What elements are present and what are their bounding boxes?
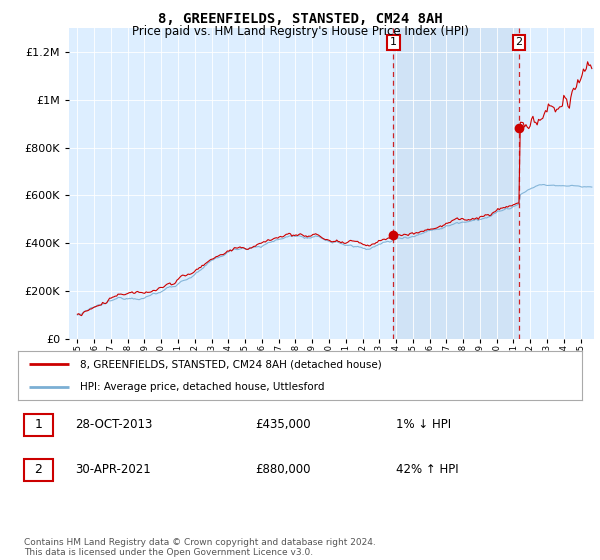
Text: 1: 1 — [34, 418, 42, 431]
Text: 2: 2 — [515, 38, 523, 48]
Text: 1% ↓ HPI: 1% ↓ HPI — [396, 418, 451, 431]
Text: 30-APR-2021: 30-APR-2021 — [76, 463, 151, 477]
Text: Contains HM Land Registry data © Crown copyright and database right 2024.
This d: Contains HM Land Registry data © Crown c… — [24, 538, 376, 557]
Text: Price paid vs. HM Land Registry's House Price Index (HPI): Price paid vs. HM Land Registry's House … — [131, 25, 469, 38]
Text: £880,000: £880,000 — [255, 463, 310, 477]
FancyBboxPatch shape — [23, 414, 53, 436]
Text: 42% ↑ HPI: 42% ↑ HPI — [396, 463, 458, 477]
Text: 2: 2 — [34, 463, 42, 477]
Text: HPI: Average price, detached house, Uttlesford: HPI: Average price, detached house, Uttl… — [80, 382, 325, 392]
Text: £435,000: £435,000 — [255, 418, 311, 431]
Text: 1: 1 — [390, 38, 397, 48]
Text: 28-OCT-2013: 28-OCT-2013 — [76, 418, 153, 431]
Bar — [393, 28, 519, 339]
FancyBboxPatch shape — [23, 459, 53, 480]
Text: 8, GREENFIELDS, STANSTED, CM24 8AH: 8, GREENFIELDS, STANSTED, CM24 8AH — [158, 12, 442, 26]
Text: 8, GREENFIELDS, STANSTED, CM24 8AH (detached house): 8, GREENFIELDS, STANSTED, CM24 8AH (deta… — [80, 360, 382, 370]
